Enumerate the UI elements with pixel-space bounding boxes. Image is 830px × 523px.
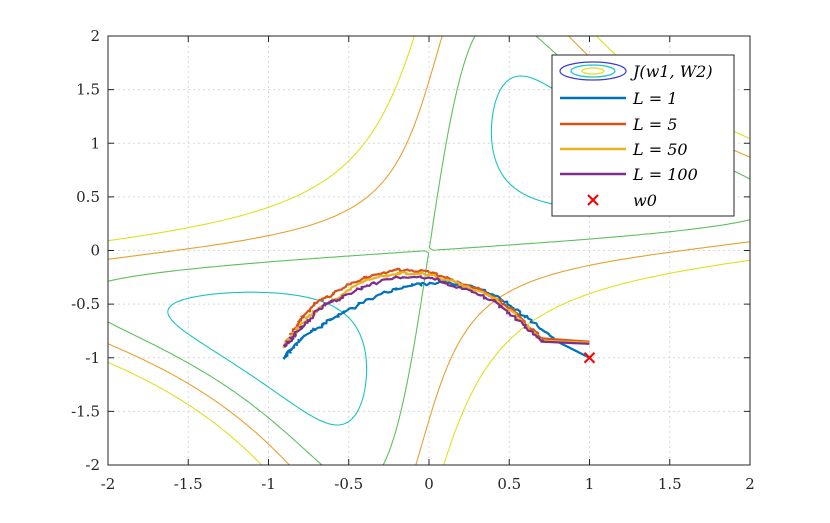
marker-w0 xyxy=(583,352,596,364)
legend-label-l5: L = 5 xyxy=(632,115,677,134)
legend-label-l1: L = 1 xyxy=(632,89,677,108)
y-tick-label: 1.5 xyxy=(76,81,100,99)
y-tick-label: -0.5 xyxy=(71,295,100,313)
x-tick-label: 1 xyxy=(585,475,595,493)
x-tick-label: -0.5 xyxy=(334,475,363,493)
series-line-0 xyxy=(282,280,590,360)
x-tick-label: 1.5 xyxy=(658,475,682,493)
legend-box xyxy=(551,54,735,217)
y-tick-label: 0 xyxy=(90,242,100,260)
x-tick-label: 0.5 xyxy=(497,475,521,493)
x-tick-label: 2 xyxy=(745,475,755,493)
y-tick-label: 2 xyxy=(90,27,100,45)
y-tick-label: 1 xyxy=(90,134,100,152)
series-line-3 xyxy=(283,275,590,348)
y-tick-label: -1.5 xyxy=(71,402,100,420)
x-tick-label: -1 xyxy=(261,475,276,493)
trajectory-lines xyxy=(282,267,590,360)
legend-label-l100: L = 100 xyxy=(632,165,698,184)
legend: J(w1, W2) L = 1 L = 5 L = 50 L = 100 w0 xyxy=(551,54,735,217)
x-tick-label: 0 xyxy=(424,475,434,493)
x-tick-label: -2 xyxy=(101,475,116,493)
legend-label-l50: L = 50 xyxy=(632,140,688,159)
y-tick-label: -1 xyxy=(85,349,100,367)
x-tick-label: -1.5 xyxy=(174,475,203,493)
markers xyxy=(583,352,596,364)
axis-ticks: -2 -1.5 -1 -0.5 0 0.5 1 1.5 2 -2 -1.5 -1 -0.5 0 0.5 1 1.… xyxy=(71,27,755,493)
y-tick-label: 0.5 xyxy=(76,188,100,206)
legend-contour-icon xyxy=(559,61,627,81)
y-tick-label: -2 xyxy=(85,456,100,474)
legend-label-w0: w0 xyxy=(633,191,657,210)
legend-label-contour: J(w1, W2) xyxy=(630,62,713,81)
legend-marker-w0 xyxy=(587,194,599,206)
